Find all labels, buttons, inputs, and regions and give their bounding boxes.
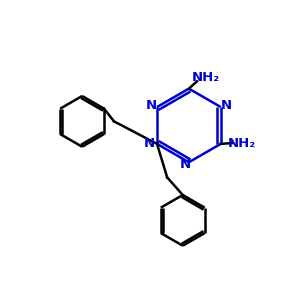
Text: N: N <box>144 137 155 150</box>
Text: N: N <box>220 98 232 112</box>
Text: NH₂: NH₂ <box>192 71 220 84</box>
Text: NH₂: NH₂ <box>228 136 256 149</box>
Text: N: N <box>180 158 191 171</box>
Text: N: N <box>146 98 157 112</box>
